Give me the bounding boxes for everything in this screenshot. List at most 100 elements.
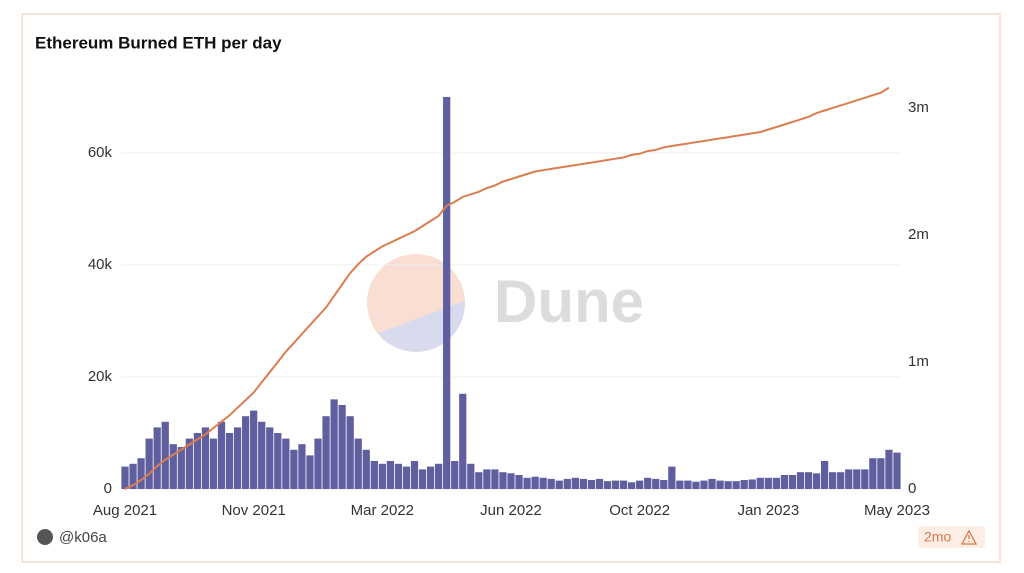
bar xyxy=(314,438,322,489)
bar xyxy=(772,477,780,489)
x-tick-label: Mar 2022 xyxy=(351,502,414,519)
bar xyxy=(354,438,362,489)
x-tick-label: Nov 2021 xyxy=(222,502,286,519)
bar xyxy=(660,480,668,489)
bar xyxy=(893,452,901,489)
bar xyxy=(539,477,547,489)
bar xyxy=(555,480,563,489)
bar xyxy=(306,455,314,489)
bar xyxy=(121,466,129,489)
bar xyxy=(322,416,330,489)
bar xyxy=(700,480,708,489)
bar xyxy=(153,427,161,489)
x-tick-label: Aug 2021 xyxy=(93,502,157,519)
y2-tick-label: 0 xyxy=(908,480,916,497)
card xyxy=(21,13,1001,563)
bar xyxy=(418,469,427,489)
bar xyxy=(877,458,885,489)
bar xyxy=(668,466,676,489)
bar xyxy=(161,421,169,489)
bar xyxy=(394,463,403,489)
bar xyxy=(708,478,716,489)
bar xyxy=(475,472,483,489)
bar xyxy=(563,478,571,489)
line xyxy=(124,86,890,490)
bar xyxy=(370,460,378,489)
bar xyxy=(193,432,202,489)
bar xyxy=(410,460,419,489)
bar xyxy=(233,427,242,489)
bar xyxy=(435,463,443,489)
bar xyxy=(869,458,877,489)
bar xyxy=(692,481,700,489)
bar xyxy=(185,438,193,489)
bar xyxy=(716,480,724,489)
bar xyxy=(579,478,587,489)
bar xyxy=(837,472,845,489)
bar xyxy=(145,438,153,489)
bar xyxy=(684,480,692,489)
y-tick-label: 0 xyxy=(104,480,112,497)
bar xyxy=(861,469,869,489)
y2-tick-label: 3m xyxy=(908,99,929,116)
bar xyxy=(619,480,628,489)
chart-title: Ethereum Burned ETH per day xyxy=(35,33,282,52)
bar xyxy=(177,446,185,489)
bar xyxy=(724,481,732,489)
bar xyxy=(732,481,740,489)
bar xyxy=(756,477,764,489)
bar xyxy=(290,449,298,489)
bar xyxy=(571,477,579,489)
warning-icon xyxy=(960,529,978,545)
x-tick-label: Jan 2023 xyxy=(737,502,799,519)
bar xyxy=(812,473,821,489)
bar xyxy=(483,469,491,489)
bar xyxy=(796,472,805,489)
bar xyxy=(378,463,386,489)
bar xyxy=(201,427,210,489)
bar xyxy=(603,481,612,489)
bar xyxy=(467,463,475,489)
bar xyxy=(402,466,411,489)
bar xyxy=(829,472,837,489)
bar xyxy=(644,477,652,489)
bar xyxy=(676,480,684,489)
bar xyxy=(242,416,250,489)
bar xyxy=(764,477,772,489)
bar xyxy=(507,473,515,489)
bar xyxy=(748,479,756,489)
bar xyxy=(209,438,218,489)
bar xyxy=(258,421,266,489)
bar xyxy=(820,460,829,489)
bar xyxy=(531,476,539,489)
y2-tick-label: 1m xyxy=(908,353,929,370)
x-tick-label: Jun 2022 xyxy=(480,502,542,519)
bar xyxy=(780,474,789,489)
bar xyxy=(515,474,523,489)
bar xyxy=(611,480,620,489)
bar xyxy=(274,432,282,489)
bar xyxy=(491,469,499,489)
bar xyxy=(386,460,394,489)
avatar xyxy=(37,529,53,545)
bar xyxy=(595,478,604,489)
bar xyxy=(362,449,370,489)
bar xyxy=(330,399,338,489)
bar xyxy=(217,421,226,489)
bar xyxy=(804,472,813,489)
y2-tick-label: 2m xyxy=(908,226,929,243)
bar xyxy=(459,393,467,489)
bar xyxy=(169,444,177,489)
bar xyxy=(129,463,137,489)
y-tick-label: 60k xyxy=(88,144,113,161)
bar xyxy=(740,480,748,489)
bar xyxy=(451,460,459,489)
bar xyxy=(636,480,644,489)
bar xyxy=(885,449,893,489)
bar xyxy=(137,458,145,489)
bar xyxy=(628,482,636,489)
x-tick-label: Oct 2022 xyxy=(609,502,670,519)
bar xyxy=(346,416,354,489)
y-tick-label: 20k xyxy=(88,368,113,385)
